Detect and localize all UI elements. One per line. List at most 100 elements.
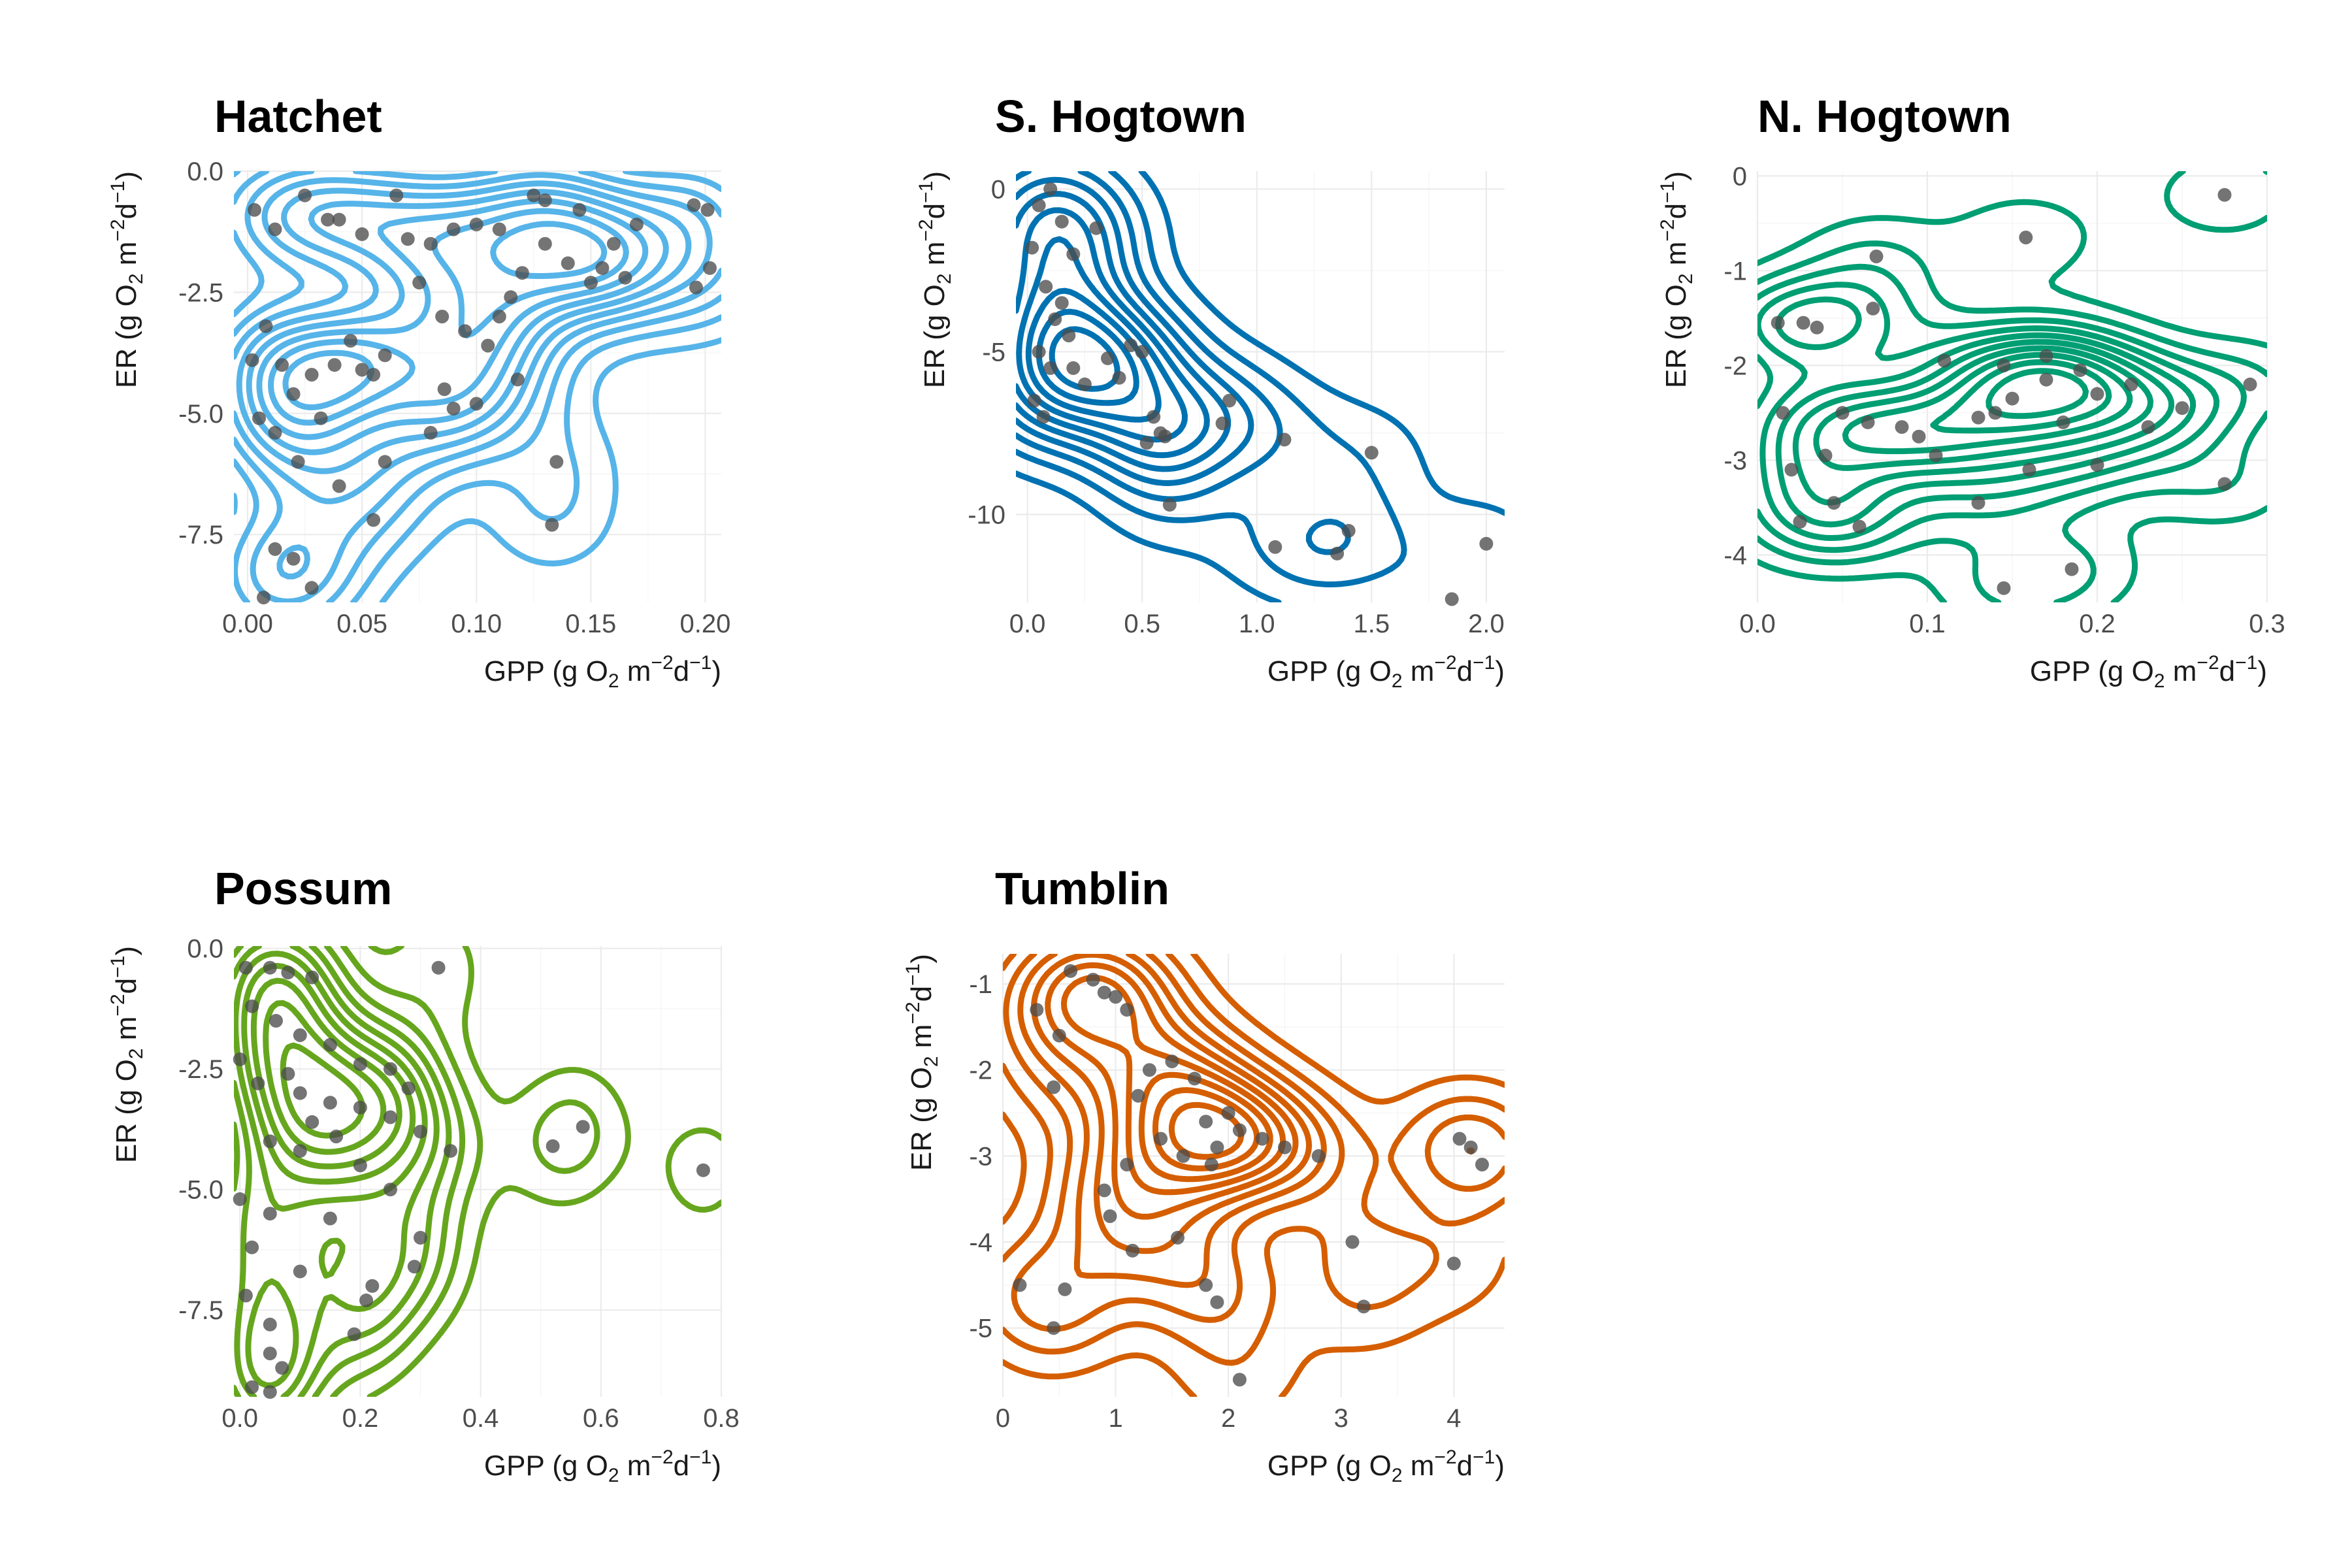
x-axis-title: GPP (g O2 m−2d−1) <box>1267 1446 1505 1486</box>
data-point <box>281 1067 295 1081</box>
y-tick-label: 0 <box>1733 162 1747 191</box>
y-axis-title: ER (g O2 m−2d−1) <box>107 171 147 388</box>
data-point <box>238 960 253 975</box>
density-contour-level-4 <box>234 171 721 602</box>
data-point <box>275 358 289 372</box>
data-point <box>1165 1054 1179 1069</box>
data-point <box>1066 247 1081 261</box>
data-point <box>233 1192 247 1206</box>
data-point <box>1013 1278 1027 1292</box>
data-point <box>245 1380 259 1394</box>
data-point <box>1929 448 1943 463</box>
density-contour-level-6 <box>1045 962 1299 1220</box>
data-point <box>549 455 564 469</box>
tick-labels: 0 1 2 3 4 -1 -2 -3 -4 -5 <box>969 970 1461 1433</box>
data-point <box>1054 214 1069 229</box>
data-point <box>1268 540 1282 554</box>
data-point <box>1810 320 1824 335</box>
data-point <box>561 256 575 270</box>
data-point <box>1052 1028 1066 1043</box>
data-point <box>1131 1088 1145 1103</box>
data-point <box>298 188 312 203</box>
data-point <box>515 266 529 280</box>
data-point <box>1204 1158 1218 1171</box>
data-point <box>293 1086 307 1100</box>
data-point <box>332 479 346 493</box>
data-point <box>291 455 305 469</box>
data-point <box>423 237 438 251</box>
data-point <box>305 970 319 985</box>
density-contour-level-10 <box>282 221 608 410</box>
x-tick-label: 0.2 <box>342 1404 379 1433</box>
panel-title: Tumblin <box>995 863 1169 914</box>
x-tick-label: 1.0 <box>1239 610 1275 638</box>
data-point <box>400 232 415 246</box>
data-point <box>1937 353 1952 368</box>
data-point <box>2175 401 2189 416</box>
data-point <box>538 193 552 207</box>
data-point <box>1187 1071 1201 1086</box>
data-point <box>618 270 632 285</box>
data-point <box>1064 964 1078 978</box>
density-contour-level-6 <box>234 951 428 1388</box>
data-point <box>1171 1230 1184 1245</box>
data-point <box>1112 370 1126 385</box>
data-point <box>1912 429 1926 444</box>
data-point <box>347 1327 361 1341</box>
x-tick-label: 0.0 <box>1739 610 1776 638</box>
data-point <box>1054 296 1069 310</box>
density-contour-level-7 <box>1016 236 1188 443</box>
x-tick-label: 4 <box>1446 1404 1461 1433</box>
x-tick-label: 2.0 <box>1468 610 1505 638</box>
data-point <box>304 368 319 382</box>
data-point <box>353 1100 367 1115</box>
y-tick-label: -2 <box>1723 351 1747 380</box>
data-point <box>323 1211 337 1226</box>
data-point <box>2065 562 2079 576</box>
data-point <box>2217 477 2232 491</box>
y-tick-label: -5.0 <box>178 1176 223 1205</box>
y-axis-title: ER (g O2 m−2d−1) <box>107 946 147 1163</box>
data-point <box>437 382 451 397</box>
data-point <box>248 203 261 217</box>
data-point <box>293 1264 307 1279</box>
density-contours <box>234 946 721 1397</box>
data-point <box>259 319 273 333</box>
data-point <box>355 227 369 241</box>
tick-labels: 0.00 0.05 0.10 0.15 0.20 0.0 -2.5 -5.0 -7.5 <box>178 157 730 638</box>
x-tick-label: 0.2 <box>2079 610 2115 638</box>
data-point <box>527 188 541 203</box>
y-tick-label: 0.0 <box>187 935 223 964</box>
x-tick-label: 0.0 <box>1009 610 1046 638</box>
y-tick-label: -7.5 <box>178 1296 223 1325</box>
data-point <box>401 1081 416 1096</box>
data-point <box>263 1134 277 1149</box>
data-point <box>332 212 346 227</box>
data-point <box>576 1120 590 1134</box>
data-point <box>1043 361 1058 375</box>
x-tick-label: 1 <box>1108 1404 1122 1433</box>
data-point <box>1039 280 1053 294</box>
x-tick-label: 0.00 <box>222 610 273 638</box>
data-point <box>412 276 427 290</box>
data-point <box>431 960 446 975</box>
data-point <box>1210 1295 1224 1309</box>
density-contour-level-7 <box>246 189 669 455</box>
data-point <box>245 999 259 1013</box>
data-point <box>1827 496 1841 510</box>
data-point <box>384 1062 397 1076</box>
data-point <box>2090 458 2104 472</box>
data-point <box>1077 377 1092 391</box>
x-tick-label: 0.8 <box>703 1404 740 1433</box>
data-point <box>1866 301 1880 316</box>
data-point <box>1341 523 1356 538</box>
data-point <box>329 1130 344 1143</box>
x-tick-label: 0.05 <box>336 610 387 638</box>
density-contour-level-9 <box>263 1000 387 1155</box>
data-point <box>1475 1158 1489 1171</box>
density-contours <box>234 171 721 602</box>
panel-n-hogtown: 0.0 0.1 0.2 0.3 0 -1 -2 -3 -4 GPP (g O2 m−2d−1) ER… <box>1657 91 2285 692</box>
data-point <box>1048 312 1062 327</box>
data-point <box>510 372 525 387</box>
